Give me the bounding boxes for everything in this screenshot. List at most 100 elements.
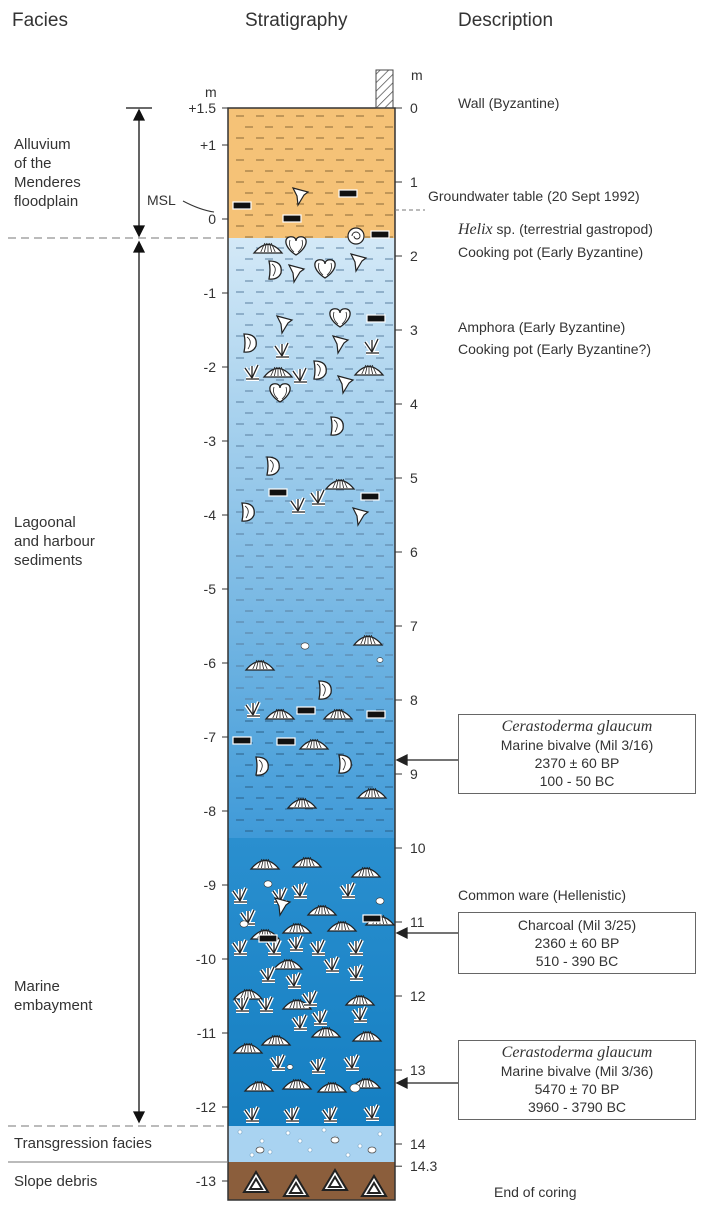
shell-fragment-icon [349,253,368,273]
left-axis-tick-label: -9 [204,877,217,893]
date-box-calendar-age: 510 - 390 BC [535,953,619,969]
shell-debris-icon [265,939,282,956]
shell-debris-icon [231,939,248,956]
debris-triangle-icons [242,1168,388,1197]
shell-debris-icon [269,1054,286,1071]
pottery-sherd-icon [282,214,302,223]
right-axis-tick-label: 9 [410,766,418,782]
shell-debris-icon [257,996,274,1013]
helix-detail: sp. (terrestrial gastropod) [492,221,653,237]
date-box-taxon: Cerastoderma glaucum [501,718,653,735]
right-axis-tick-label: 1 [410,174,418,190]
pottery-sherd-icon [338,189,358,198]
helix-description: Helix sp. (terrestrial gastropod) [458,220,653,239]
pottery-sherd-icon [370,230,390,239]
bivalve-pair-icon [329,308,351,328]
helix-taxon: Helix [458,221,493,238]
facies-marine-label: Marine embayment [14,978,93,1014]
shell-debris-icon [291,882,308,899]
gastropod-shell-icon [268,260,282,280]
msl-leader-line [182,200,215,213]
common-ware-description: Common ware (Hellenistic) [458,887,627,903]
gastropod-shell-icon [243,333,257,353]
cockle-shell-icon [281,1078,313,1090]
gastropod-shell-icon [255,756,269,776]
cockle-shell-icon [353,364,385,376]
alluvium-layer [228,108,395,238]
cockle-shell-icon [232,1042,264,1054]
cockle-shell-icon [356,787,388,799]
shell-fragment-icon [336,375,355,395]
bivalve-pair-icon [314,259,336,279]
right-axis-tick-label: 6 [410,544,418,560]
gastropod-shell-icon [338,754,352,774]
end-of-coring-label: End of coring [494,1184,577,1200]
shell-debris-icon [363,338,380,355]
right-axis-tick-label: 12 [410,988,426,1004]
shell-debris-icon [285,972,302,989]
pottery-sherd-icon [366,710,386,719]
cockle-shell-icon [351,1030,383,1042]
marine-layer [228,838,395,1126]
gastropod-shell-icon [241,502,255,522]
shell-debris-icon [291,367,308,384]
left-axis-tick-label: -2 [204,359,217,375]
cooking-pot-early-byzantine: Cooking pot (Early Byzantine) [458,244,644,260]
gastropod-shell-icon [266,456,280,476]
right-axis-tick-label: 0 [410,100,418,116]
wall-description: Wall (Byzantine) [458,95,560,111]
cockle-shell-icon [298,738,330,750]
cockle-shell-icon [324,478,356,490]
left-axis-tick-label: -4 [204,507,217,523]
cockle-shell-icon [310,1026,342,1038]
shell-debris-icon [309,939,326,956]
cooking-pot-early-byzantine-uncertain: Cooking pot (Early Byzantine?) [458,341,651,357]
pebble-icon [300,642,310,650]
facies-range-arrows [126,107,152,1124]
left-axis-tick-label: +1.5 [188,100,216,116]
cockle-shell-icon [243,1080,275,1092]
sand-dot-pattern [237,1127,383,1158]
shell-debris-icon [289,497,306,514]
pottery-sherd-icon [258,934,278,943]
shell-debris-icon [347,964,364,981]
pottery-sherd-icon [362,914,382,923]
cockle-shell-icon [232,988,264,1000]
left-elevation-axis: +1.5 +1 0 -1 -2 -3 -4 -5 -6 -7 -8 -9 -10 -11 -12 -13 [188,100,228,1189]
date-arrows [395,753,458,1090]
facies-lagoonal-label: Lagoonal and harbour sediments [14,514,95,569]
shell-debris-icon [321,1106,338,1123]
shell-debris-icon [351,1006,368,1023]
shell-debris-icon [343,1054,360,1071]
shell-debris-icon [339,882,356,899]
cockle-shell-icon [322,708,354,720]
gastropod-shell-icon [313,360,327,380]
cockle-shell-icon [252,242,284,254]
msl-label: MSL [147,192,176,208]
pebble-icon [376,657,384,663]
pebble-icon [263,880,273,888]
shell-fragment-icon [291,187,310,207]
cockle-shell-icon [249,858,281,870]
facies-transgression-label: Transgression facies [14,1135,152,1152]
pebble-icon [349,1083,361,1093]
date-box-bp-age: 5470 ± 70 BP [534,1081,620,1097]
left-axis-tick-label: -6 [204,655,217,671]
right-axis-unit: m [411,67,423,83]
pebble-icon [286,1064,294,1070]
left-axis-tick-label: -1 [204,285,217,301]
cockle-shell-icon [350,866,382,878]
shell-debris-icon [287,935,304,952]
facies-header: Facies [12,10,68,31]
pebble-icon [239,920,249,928]
groundwater-description: Groundwater table (20 Sept 1992) [428,188,640,204]
pottery-sherd-icon [268,488,288,497]
gastropod-shell-icon [318,680,332,700]
right-axis-tick-label: 10 [410,840,426,856]
amphora-description: Amphora (Early Byzantine) [458,319,626,335]
bivalve-pair-icon [269,383,291,403]
description-header: Description [458,10,554,31]
left-axis-tick-label: -10 [196,951,216,967]
right-axis-tick-label: 5 [410,470,418,486]
